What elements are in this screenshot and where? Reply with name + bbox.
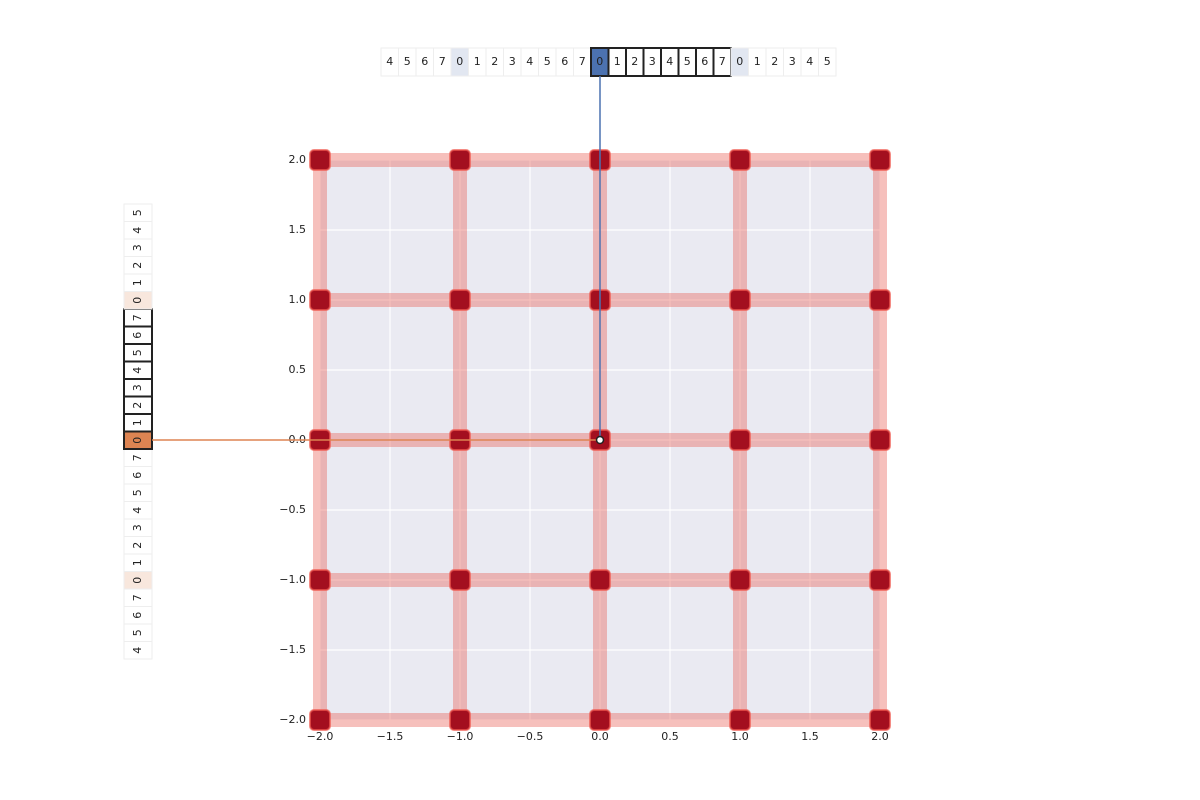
strip-label: 3 [131, 244, 144, 251]
strip-label: 0 [131, 437, 144, 444]
strip-label: 0 [131, 577, 144, 584]
y-tick-label: −1.0 [279, 573, 306, 586]
strip-label: 0 [736, 55, 743, 68]
strip-label: 7 [719, 55, 726, 68]
strip-label: 6 [701, 55, 708, 68]
lattice-node [729, 709, 751, 731]
lattice-node [309, 569, 331, 591]
lattice-node [869, 429, 891, 451]
lattice-node [729, 569, 751, 591]
strip-label: 5 [131, 489, 144, 496]
strip-label: 5 [684, 55, 691, 68]
strip-label: 5 [131, 349, 144, 356]
lattice-node [729, 149, 751, 171]
x-tick-label: −2.0 [307, 730, 334, 743]
strip-label: 3 [789, 55, 796, 68]
strip-cell [818, 47, 837, 77]
lattice-node [449, 709, 471, 731]
x-tick-label: −0.5 [517, 730, 544, 743]
x-tick-label: 0.5 [661, 730, 679, 743]
point [595, 435, 605, 445]
strip-label: 1 [614, 55, 621, 68]
strip-label: 2 [131, 262, 144, 269]
strip-label: 2 [131, 402, 144, 409]
strip-label: 1 [131, 279, 144, 286]
lattice-node [869, 709, 891, 731]
lattice-node [729, 289, 751, 311]
strip-label: 4 [526, 55, 533, 68]
strip-label: 2 [771, 55, 778, 68]
lattice-node [309, 149, 331, 171]
strip-label: 6 [421, 55, 428, 68]
strip-label: 0 [596, 55, 603, 68]
strip-label: 1 [474, 55, 481, 68]
y-tick-label: 0.5 [289, 363, 307, 376]
y-tick-label: 1.0 [289, 293, 307, 306]
lattice-node [309, 289, 331, 311]
lattice-node [589, 569, 611, 591]
strip-label: 3 [131, 384, 144, 391]
lattice-node [869, 289, 891, 311]
strip-label: 0 [456, 55, 463, 68]
strip-label: 6 [131, 612, 144, 619]
lattice-node [309, 709, 331, 731]
strip-label: 5 [544, 55, 551, 68]
lattice-node [449, 149, 471, 171]
strip-label: 3 [509, 55, 516, 68]
x-tick-label: −1.0 [447, 730, 474, 743]
x-tick-label: −1.5 [377, 730, 404, 743]
strip-label: 7 [579, 55, 586, 68]
strip-label: 4 [666, 55, 673, 68]
x-tick-label: 1.5 [801, 730, 819, 743]
y-tick-label: −0.5 [279, 503, 306, 516]
strip-label: 6 [131, 472, 144, 479]
y-tick-label: −2.0 [279, 713, 306, 726]
strip-label: 1 [754, 55, 761, 68]
strip-label: 5 [404, 55, 411, 68]
x-tick-label: 0.0 [591, 730, 609, 743]
lattice-node [869, 149, 891, 171]
lattice-node [449, 289, 471, 311]
strip-label: 5 [131, 629, 144, 636]
x-tick-label: 1.0 [731, 730, 749, 743]
strip-label: 4 [806, 55, 813, 68]
strip-label: 7 [131, 314, 144, 321]
strip-label: 2 [131, 542, 144, 549]
lattice-node [589, 709, 611, 731]
strip-label: 1 [131, 559, 144, 566]
strip-label: 2 [491, 55, 498, 68]
strip-label: 6 [131, 332, 144, 339]
strip-label: 0 [131, 297, 144, 304]
y-tick-label: −1.5 [279, 643, 306, 656]
y-tick-label: 1.5 [289, 223, 307, 236]
strip-label: 7 [131, 594, 144, 601]
strip-label: 5 [824, 55, 831, 68]
strip-label: 4 [131, 507, 144, 514]
strip-label: 3 [649, 55, 656, 68]
strip-cell [123, 203, 153, 222]
lattice-node [449, 569, 471, 591]
strip-label: 6 [561, 55, 568, 68]
x-tick-label: 2.0 [871, 730, 889, 743]
strip-label: 4 [131, 367, 144, 374]
strip-label: 5 [131, 209, 144, 216]
strip-label: 3 [131, 524, 144, 531]
strip-label: 4 [386, 55, 393, 68]
y-tick-label: 2.0 [289, 153, 307, 166]
lattice-node [869, 569, 891, 591]
strip-label: 2 [631, 55, 638, 68]
strip-label: 4 [131, 227, 144, 234]
strip-label: 7 [131, 454, 144, 461]
strip-label: 1 [131, 419, 144, 426]
strip-label: 7 [439, 55, 446, 68]
strip-label: 4 [131, 647, 144, 654]
lattice-node [729, 429, 751, 451]
